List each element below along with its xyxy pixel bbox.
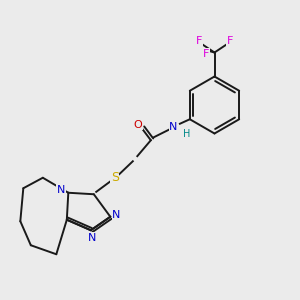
Text: F: F [203,49,209,59]
Text: O: O [134,120,142,130]
Text: S: S [111,171,119,184]
Text: F: F [227,36,233,46]
Text: H: H [183,129,190,139]
Text: F: F [196,36,202,46]
Text: N: N [57,185,65,195]
Text: N: N [169,122,178,132]
Text: N: N [88,233,97,243]
Text: N: N [112,210,121,220]
